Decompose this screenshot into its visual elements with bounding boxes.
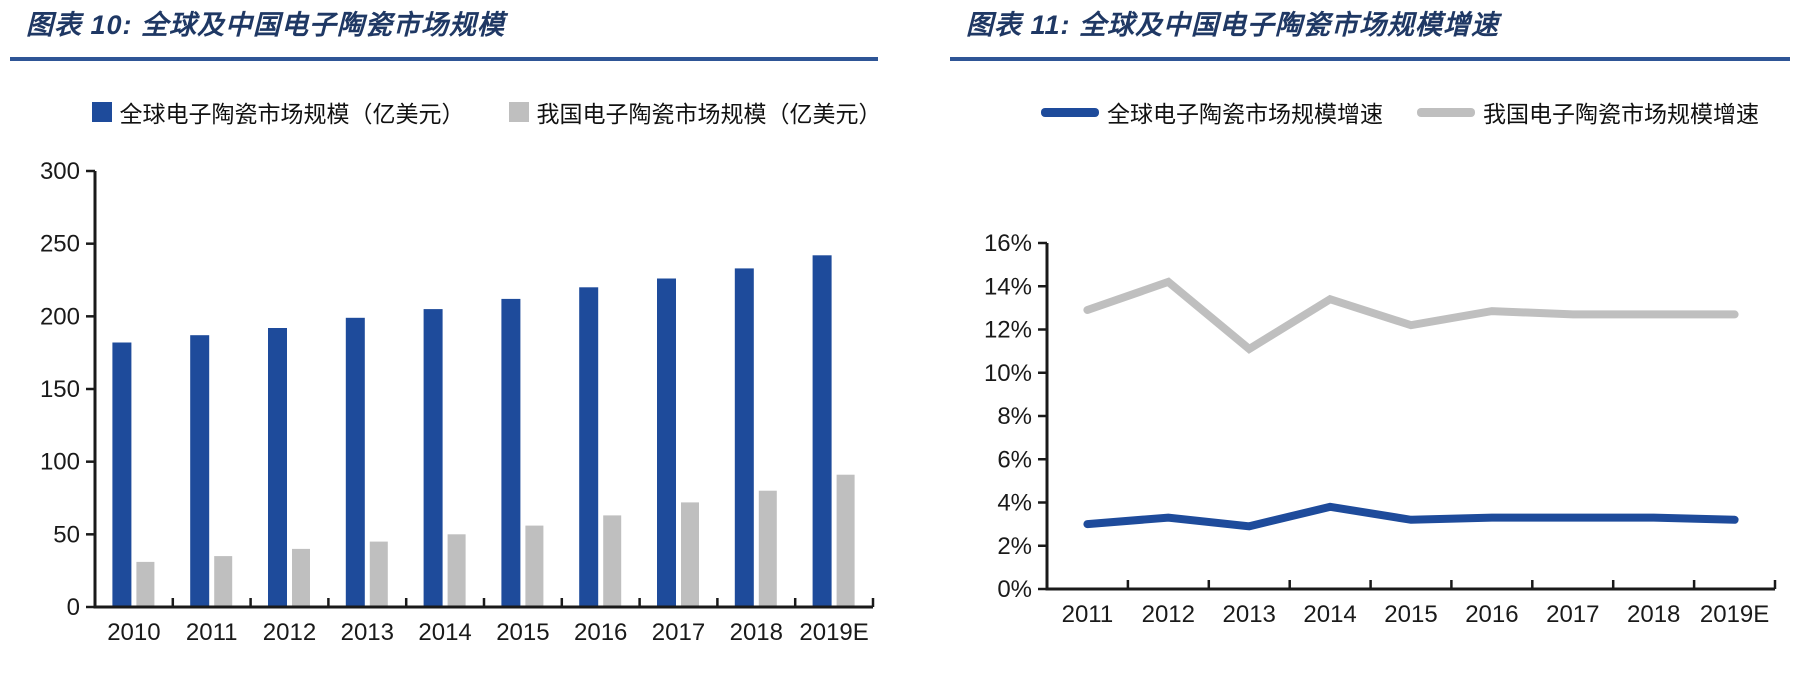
x-tick-label: 2012	[1142, 601, 1195, 628]
bar-global-2018	[734, 268, 754, 607]
figure-10-panel: 图表 10: 全球及中国电子陶瓷市场规模 全球电子陶瓷市场规模（亿美元） 我国电…	[10, 6, 882, 659]
x-tick-label: 2016	[574, 619, 627, 646]
legend-item-china-size: 我国电子陶瓷市场规模（亿美元）	[508, 95, 882, 129]
y-tick-label: 12%	[984, 317, 1032, 344]
x-tick-label: 2015	[1384, 601, 1437, 628]
y-tick-label: 150	[40, 376, 80, 403]
legend-label-china-size: 我国电子陶瓷市场规模（亿美元）	[536, 101, 882, 127]
bar-china-2018	[758, 490, 777, 607]
y-tick-label: 4%	[997, 490, 1032, 517]
bar-china-2012	[292, 548, 310, 607]
y-tick-label: 10%	[984, 360, 1032, 387]
figure-11-panel: 图表 11: 全球及中国电子陶瓷市场规模增速 全球电子陶瓷市场规模增速 我国电子…	[950, 6, 1790, 659]
y-tick-label: 0%	[997, 576, 1032, 603]
x-tick-label: 2017	[1546, 601, 1599, 628]
y-tick-label: 2%	[997, 533, 1032, 560]
x-tick-label: 2013	[1223, 601, 1276, 628]
growth-rate-line-chart: 0% 2% 4% 6% 8% 10% 12% 14% 16% 2011 2012 2013 2014 20…	[984, 230, 1777, 628]
bar-china-2014	[447, 534, 466, 607]
x-tick-label: 2018	[730, 619, 783, 646]
bar-global-2011	[190, 335, 210, 607]
y-tick-label: 300	[40, 158, 80, 185]
legend-swatch-global-size	[91, 102, 112, 122]
y-tick-label: 200	[40, 303, 80, 330]
bar-global-2013	[345, 317, 365, 607]
x-tick-label: 2018	[1627, 601, 1680, 628]
figure-11-title: 图表 11: 全球及中国电子陶瓷市场规模增速	[966, 10, 1500, 40]
bar-global-2017	[657, 278, 676, 607]
legend-swatch-global-growth	[1041, 107, 1099, 117]
legend-swatch-china-growth	[1417, 107, 1475, 117]
x-tick-label: 2010	[107, 619, 160, 646]
x-tick-label: 2014	[1303, 601, 1356, 628]
figure-10-title: 图表 10: 全球及中国电子陶瓷市场规模	[26, 10, 506, 40]
bar-global-2012	[268, 328, 287, 607]
y-tick-label: 14%	[984, 273, 1032, 300]
y-tick-label: 6%	[997, 446, 1032, 473]
x-tick-label: 2017	[652, 619, 705, 646]
y-tick-label: 100	[40, 449, 80, 476]
bar-global-2016	[579, 287, 599, 607]
figure-11-legend: 全球电子陶瓷市场规模增速 我国电子陶瓷市场规模增速	[1010, 97, 1790, 127]
bar-global-2014	[423, 309, 443, 607]
x-tick-label: 2014	[418, 619, 471, 646]
legend-label-china-growth: 我国电子陶瓷市场规模增速	[1483, 101, 1759, 127]
x-tick-label: 2013	[341, 619, 394, 646]
x-tick-label: 2016	[1465, 601, 1518, 628]
y-tick-label: 16%	[984, 230, 1032, 257]
market-size-bar-chart: 0 50 100 150 200 250 300 2010 2011 2012 2013 2014 20…	[40, 158, 875, 646]
figure-10-legend: 全球电子陶瓷市场规模（亿美元） 我国电子陶瓷市场规模（亿美元）	[91, 95, 882, 129]
x-tick-label: 2011	[1062, 601, 1114, 628]
legend-item-global-growth: 全球电子陶瓷市场规模增速	[1041, 95, 1383, 129]
bar-global-2019E	[812, 255, 832, 608]
figure-10-title-rule	[10, 57, 878, 61]
legend-label-global-growth: 全球电子陶瓷市场规模增速	[1107, 101, 1383, 127]
bar-china-2013	[369, 541, 388, 607]
legend-item-global-size: 全球电子陶瓷市场规模（亿美元）	[91, 95, 465, 129]
x-tick-label: 2011	[186, 619, 238, 646]
figure-11-title-rule	[950, 57, 1790, 61]
legend-swatch-china-size	[508, 102, 529, 122]
bar-china-2011	[214, 556, 233, 607]
legend-label-global-size: 全球电子陶瓷市场规模（亿美元）	[119, 101, 465, 127]
bar-china-2017	[681, 502, 699, 607]
bar-china-2019E	[836, 474, 855, 607]
bar-global-2010	[112, 342, 132, 607]
legend-item-china-growth: 我国电子陶瓷市场规模增速	[1417, 95, 1759, 129]
y-tick-label: 250	[40, 231, 80, 258]
bar-china-2016	[603, 515, 622, 607]
x-tick-label: 2019E	[1700, 601, 1769, 628]
y-tick-label: 0	[67, 594, 80, 621]
bar-china-2015	[525, 525, 544, 607]
bar-china-2010	[136, 561, 155, 607]
x-tick-label: 2019E	[799, 619, 868, 646]
growth-line-global	[1083, 502, 1739, 531]
y-tick-label: 50	[53, 521, 80, 548]
y-tick-label: 8%	[997, 403, 1032, 430]
growth-line-china	[1083, 277, 1739, 354]
bar-global-2015	[501, 298, 521, 607]
x-tick-label: 2015	[496, 619, 549, 646]
x-tick-label: 2012	[263, 619, 316, 646]
